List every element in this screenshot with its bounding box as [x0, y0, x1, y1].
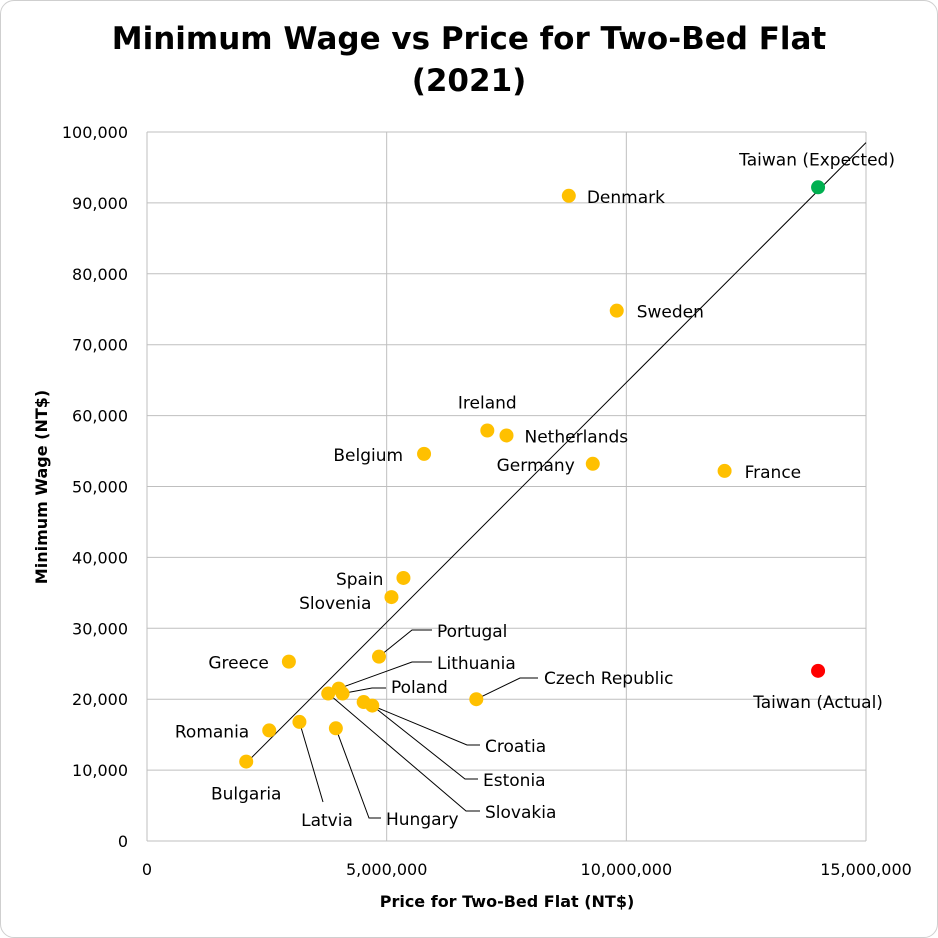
point-taiwan-expected	[811, 180, 826, 195]
y-tick-label: 70,000	[72, 336, 128, 355]
point-label-romania: Romania	[175, 722, 249, 742]
x-tick-label: 0	[142, 860, 152, 879]
point-portugal	[371, 649, 386, 664]
leader-line-lithuania	[338, 661, 432, 690]
y-tick-label: 50,000	[72, 478, 128, 497]
point-label-poland: Poland	[391, 678, 448, 698]
point-taiwan-actual	[811, 663, 826, 678]
leader-lines	[298, 629, 538, 819]
y-tick-label: 80,000	[72, 265, 128, 284]
point-labels: Denmark Sweden Ireland Netherlands Belgium Ge…	[175, 150, 895, 831]
y-tick-label: 90,000	[72, 194, 128, 213]
leader-line-slovakia	[327, 693, 480, 812]
point-netherlands	[499, 428, 514, 443]
y-tick-label: 10,000	[72, 761, 128, 780]
x-tick-label: 15,000,000	[820, 860, 912, 879]
point-label-slovakia: Slovakia	[485, 803, 556, 823]
point-label-portugal: Portugal	[437, 622, 507, 642]
leader-line-croatia	[363, 701, 480, 746]
point-ireland	[480, 423, 495, 438]
point-label-bulgaria: Bulgaria	[211, 785, 282, 805]
leader-line-portugal	[378, 629, 432, 658]
point-label-france: France	[745, 463, 802, 483]
x-tick-label: 10,000,000	[581, 860, 673, 879]
point-sweden	[609, 303, 624, 318]
y-tick-label: 40,000	[72, 548, 128, 567]
point-slovakia	[321, 686, 336, 701]
point-france	[717, 463, 732, 478]
point-label-netherlands: Netherlands	[525, 427, 629, 447]
chart-title-line-1: Minimum Wage vs Price for Two-Bed Flat	[111, 21, 827, 57]
point-label-croatia: Croatia	[485, 737, 546, 757]
trendline-layer	[245, 142, 867, 764]
chart-title-line-2: (2021)	[411, 63, 527, 99]
axis-tick-labels: 0 10,000 20,000 30,000 40,000 50,000 60,000 70,…	[62, 123, 912, 879]
leader-line-latvia	[298, 721, 324, 803]
point-bulgaria	[239, 754, 254, 769]
point-estonia	[365, 698, 380, 713]
point-greece	[281, 654, 296, 669]
data-points	[239, 180, 826, 769]
point-label-slovenia: Slovenia	[299, 594, 371, 614]
point-romania	[262, 723, 277, 738]
y-tick-label: 0	[118, 832, 128, 851]
x-axis-title: Price for Two-Bed Flat (NT$)	[380, 892, 635, 911]
point-label-latvia: Latvia	[301, 811, 353, 831]
point-label-sweden: Sweden	[637, 303, 704, 323]
leader-line-poland	[342, 687, 386, 695]
point-label-denmark: Denmark	[587, 188, 665, 208]
point-slovenia	[384, 590, 399, 605]
y-axis-title: Minimum Wage (NT$)	[32, 390, 51, 584]
point-label-spain: Spain	[336, 570, 384, 590]
y-tick-label: 100,000	[62, 123, 128, 142]
leader-line-czech-republic	[476, 677, 538, 700]
point-label-germany: Germany	[497, 456, 575, 476]
point-hungary	[328, 721, 343, 736]
point-denmark	[561, 188, 576, 203]
point-label-taiwan-expected: Taiwan (Expected)	[738, 150, 895, 170]
point-label-czech-republic: Czech Republic	[544, 669, 673, 689]
point-germany	[585, 456, 600, 471]
leader-line-hungary	[335, 728, 381, 819]
point-label-lithuania: Lithuania	[437, 654, 516, 674]
point-poland	[335, 686, 350, 701]
gridlines	[146, 131, 867, 842]
trendline	[245, 142, 867, 764]
point-latvia	[292, 714, 307, 729]
y-tick-label: 20,000	[72, 690, 128, 709]
point-belgium	[417, 446, 432, 461]
point-label-hungary: Hungary	[386, 810, 459, 830]
point-label-belgium: Belgium	[333, 446, 403, 466]
point-label-estonia: Estonia	[483, 771, 546, 791]
chart-title: Minimum Wage vs Price for Two-Bed Flat (…	[0, 18, 938, 102]
point-label-taiwan-actual: Taiwan (Actual)	[752, 693, 883, 713]
leader-line-estonia	[371, 705, 478, 780]
point-spain	[396, 570, 411, 585]
y-tick-label: 60,000	[72, 407, 128, 426]
y-tick-label: 30,000	[72, 619, 128, 638]
point-label-greece: Greece	[208, 654, 269, 674]
point-czech-republic	[469, 692, 484, 707]
x-tick-label: 5,000,000	[346, 860, 427, 879]
point-label-ireland: Ireland	[458, 393, 517, 413]
